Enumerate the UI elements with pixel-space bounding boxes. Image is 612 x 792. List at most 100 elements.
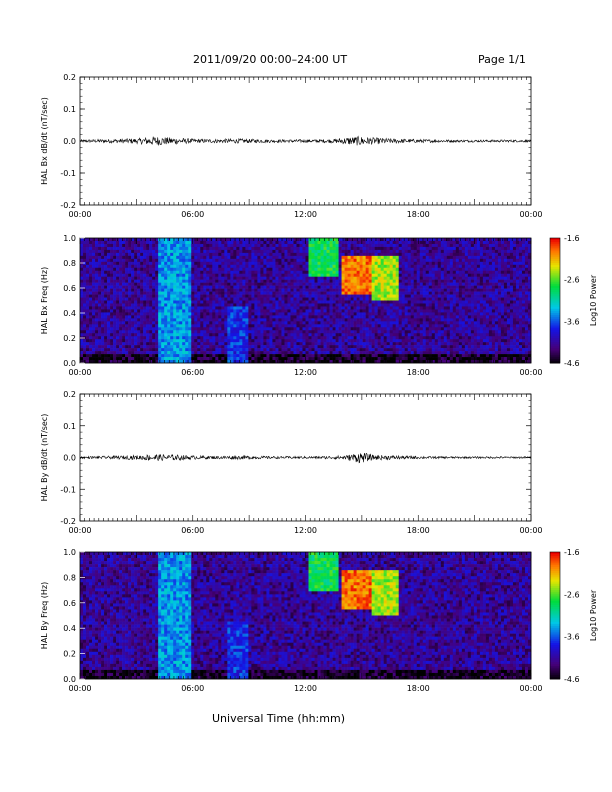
heatmap-cell: [224, 306, 228, 310]
heatmap-cell: [425, 261, 430, 266]
heatmap-cell: [95, 303, 99, 307]
heatmap-cell: [428, 294, 433, 298]
heatmap-cell: [407, 270, 412, 275]
heatmap-cell: [416, 288, 421, 292]
heatmap-cell: [290, 327, 294, 331]
heatmap-cell: [314, 348, 318, 352]
heatmap-cell: [131, 339, 135, 343]
heatmap-cell: [170, 288, 174, 292]
heatmap-cell: [332, 246, 336, 251]
heatmap-cell: [170, 294, 174, 298]
heatmap-cell: [356, 342, 360, 346]
heatmap-cell: [356, 282, 360, 286]
heatmap-cell: [131, 297, 135, 301]
heatmap-cell: [176, 315, 180, 319]
heatmap-cell: [293, 282, 297, 286]
heatmap-cell: [152, 267, 156, 272]
heatmap-cell: [218, 252, 222, 257]
heatmap-cell: [143, 318, 147, 322]
heatmap-cell: [281, 258, 285, 263]
heatmap-cell: [215, 345, 219, 349]
heatmap-cell: [401, 255, 406, 260]
heatmap-cell: [431, 339, 436, 343]
heatmap-cell: [377, 252, 381, 257]
heatmap-cell: [164, 357, 168, 361]
heatmap-cell: [197, 360, 201, 364]
heatmap-cell: [263, 327, 267, 331]
heatmap-cell: [338, 315, 342, 319]
heatmap-cell: [338, 327, 342, 331]
heatmap-cell: [407, 273, 412, 277]
heatmap-cell: [161, 300, 165, 304]
heatmap-cell: [152, 348, 156, 352]
heatmap-cell: [164, 252, 168, 257]
heatmap-cell: [383, 324, 387, 328]
heatmap-cell: [134, 273, 138, 277]
heatmap-cell: [176, 243, 180, 248]
heatmap-cell: [245, 279, 249, 283]
heatmap-cell: [107, 264, 111, 269]
heatmap-cell: [293, 279, 297, 283]
heatmap-cell: [233, 240, 237, 245]
heatmap-cell: [428, 318, 433, 322]
heatmap-cell: [218, 243, 222, 248]
heatmap-cell: [389, 318, 393, 322]
heatmap-cell: [326, 291, 330, 295]
heatmap-cell: [335, 348, 339, 352]
heatmap-cell: [332, 276, 336, 280]
heatmap-cell: [272, 309, 276, 313]
heatmap-cell: [341, 252, 345, 257]
heatmap-cell: [179, 339, 183, 343]
heatmap-cell: [332, 303, 336, 307]
heatmap-cell: [185, 342, 189, 346]
heatmap-cell: [401, 354, 406, 358]
heatmap-cell: [89, 249, 93, 254]
heatmap-cell: [380, 342, 384, 346]
heatmap-cell: [119, 246, 123, 251]
heatmap-cell: [365, 238, 369, 242]
heatmap-cell: [305, 354, 309, 358]
heatmap-cell: [122, 297, 126, 301]
heatmap-cell: [344, 238, 348, 242]
heatmap-cell: [332, 321, 336, 325]
heatmap-cell: [86, 252, 90, 257]
heatmap-cell: [380, 258, 384, 263]
heatmap-cell: [344, 300, 348, 304]
heatmap-cell: [419, 336, 424, 340]
heatmap-cell: [266, 294, 270, 298]
heatmap-cell: [92, 360, 96, 364]
heatmap-cell: [308, 270, 312, 275]
heatmap-cell: [347, 246, 351, 251]
heatmap-cell: [314, 336, 318, 340]
heatmap-cell: [410, 249, 415, 254]
heatmap-cell: [179, 324, 183, 328]
heatmap-cell: [353, 342, 357, 346]
heatmap-cell: [197, 255, 201, 260]
heatmap-cell: [173, 288, 177, 292]
heatmap-cell: [179, 285, 183, 289]
heatmap-cell: [332, 273, 336, 277]
heatmap-cell: [203, 339, 207, 343]
heatmap-cell: [173, 357, 177, 361]
heatmap-cell: [152, 360, 156, 364]
heatmap-cell: [422, 282, 427, 286]
heatmap-cell: [146, 345, 150, 349]
heatmap-cell: [206, 264, 210, 269]
heatmap-cell: [350, 243, 354, 248]
heatmap-cell: [254, 282, 258, 286]
heatmap-cell: [200, 249, 204, 254]
heatmap-cell: [317, 273, 321, 277]
heatmap-cell: [305, 315, 309, 319]
report-title: 2011/09/20 00:00–24:00 UT: [193, 53, 348, 66]
heatmap-cell: [158, 258, 162, 263]
heatmap-cell: [398, 318, 403, 322]
heatmap-cell: [377, 357, 381, 361]
heatmap-cell: [362, 249, 366, 254]
heatmap-cell: [362, 300, 366, 304]
heatmap-cell: [152, 327, 156, 331]
heatmap-cell: [95, 243, 99, 248]
heatmap-cell: [251, 327, 255, 331]
heatmap-cell: [248, 312, 252, 316]
heatmap-cell: [434, 252, 439, 257]
heatmap-cell: [122, 252, 126, 257]
